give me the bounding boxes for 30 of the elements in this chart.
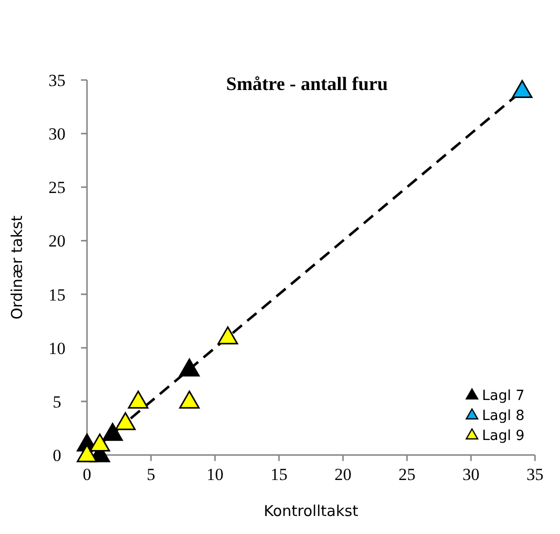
y-tick-label: 15 xyxy=(48,285,66,304)
y-tick-label: 20 xyxy=(48,232,66,251)
x-tick-label: 15 xyxy=(270,465,288,484)
point xyxy=(218,326,238,344)
x-tick-label: 35 xyxy=(526,465,544,484)
point xyxy=(128,390,148,409)
y-tick-label: 30 xyxy=(48,124,66,144)
point xyxy=(115,412,136,430)
chart-title: Småtre - antall furu xyxy=(226,74,388,95)
x-tick-label: 20 xyxy=(334,465,352,484)
legend-label: Lagl 9 xyxy=(482,428,525,444)
point xyxy=(102,422,123,441)
y-tick-label: 35 xyxy=(48,71,66,90)
x-tick-label: 10 xyxy=(206,465,224,484)
point xyxy=(179,358,200,377)
y-tick-label: 25 xyxy=(48,178,66,198)
x-tick-label: 30 xyxy=(462,465,480,484)
y-tick-label: 5 xyxy=(52,392,62,412)
legend-label: Lagl 8 xyxy=(482,408,525,424)
legend-label: Lagl 7 xyxy=(482,388,525,404)
x-tick-label: 0 xyxy=(82,465,92,484)
point xyxy=(512,80,532,98)
y-tick-label: 10 xyxy=(48,338,66,358)
y-tick-label: 0 xyxy=(52,446,62,465)
point xyxy=(179,390,200,409)
x-tick-label: 5 xyxy=(146,465,156,484)
point xyxy=(90,434,110,452)
y-axis-title: Ordinær takst xyxy=(8,215,26,320)
x-tick-label: 25 xyxy=(398,465,416,484)
x-axis-title: Kontrolltakst xyxy=(264,502,358,520)
